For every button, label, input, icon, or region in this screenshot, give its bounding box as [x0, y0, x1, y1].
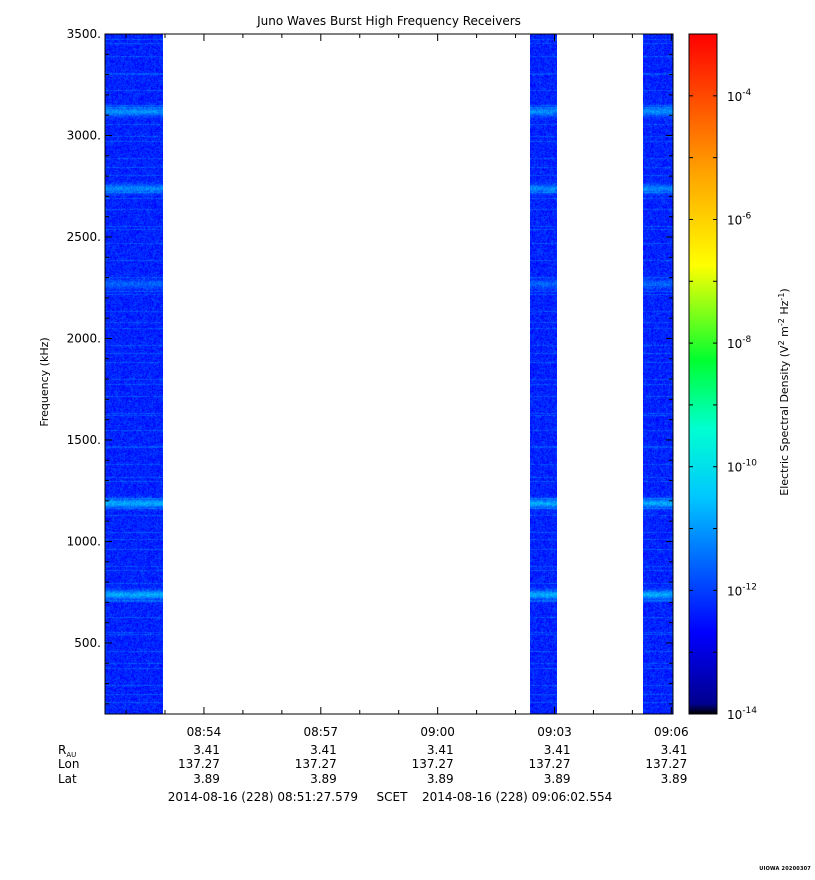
ephemeris-value: 3.89 — [544, 772, 571, 786]
y-tick-label: 500. — [74, 636, 101, 650]
spectrogram-segment — [105, 34, 163, 714]
scet-label: SCET — [377, 790, 409, 804]
colorbar-label: Electric Spectral Density (V2 m-2 Hz-1) — [777, 288, 791, 495]
ephemeris-label-lat: Lat — [58, 772, 77, 786]
ephemeris-value: 3.41 — [310, 743, 337, 757]
ephemeris-value: 3.89 — [193, 772, 220, 786]
y-tick-label: 3500. — [67, 27, 101, 41]
ephemeris-label-r: RAU — [58, 743, 76, 759]
colorbar-tick-label: 10-12 — [727, 582, 757, 598]
ephemeris-value: 3.89 — [427, 772, 454, 786]
x-tick-label: 08:54 — [187, 725, 222, 739]
ephemeris-labels: RAU Lon Lat — [58, 743, 79, 786]
ephemeris-value: 137.27 — [528, 757, 570, 771]
y-axis-label: Frequency (kHz) — [38, 337, 51, 426]
ephemeris-value: 3.89 — [661, 772, 688, 786]
ephemeris-value: 137.27 — [178, 757, 220, 771]
spectrogram-segment — [643, 34, 673, 714]
ephemeris-value: 3.41 — [544, 743, 571, 757]
x-tick-label: 09:06 — [654, 725, 689, 739]
ephemeris-value: 3.41 — [193, 743, 220, 757]
ephemeris-value: 137.27 — [412, 757, 454, 771]
ephemeris-value: 137.27 — [295, 757, 337, 771]
x-tick-label: 08:57 — [303, 725, 338, 739]
frequency-axis: 500. 1000. 1500. 2000. 2500. 3000. 3500. — [67, 27, 673, 705]
time-axis: 08:54 08:57 09:00 09:03 09:06 — [125, 34, 689, 739]
time-range: 2014-08-16 (228) 08:51:27.579 SCET 2014-… — [168, 790, 613, 804]
chart-title: Juno Waves Burst High Frequency Receiver… — [256, 14, 521, 28]
y-tick-label: 1000. — [67, 534, 101, 548]
colorbar-ticks: 10-14 10-12 10-10 10-8 10-6 10-4 — [689, 33, 757, 722]
ephemeris-label-lon: Lon — [58, 757, 79, 771]
spectrogram-data — [105, 34, 673, 714]
x-tick-label: 09:00 — [420, 725, 455, 739]
x-tick-label: 09:03 — [537, 725, 572, 739]
y-tick-label: 1500. — [67, 433, 101, 447]
ephemeris-value: 3.41 — [661, 743, 688, 757]
start-time: 2014-08-16 (228) 08:51:27.579 — [168, 790, 358, 804]
ephemeris-value: 3.89 — [310, 772, 337, 786]
colorbar-tick-label: 10-4 — [727, 88, 752, 104]
colorbar — [688, 33, 718, 715]
colorbar-tick-label: 10-8 — [727, 335, 752, 351]
colorbar-tick-label: 10-6 — [727, 211, 752, 227]
ephemeris-value: 3.41 — [427, 743, 454, 757]
y-tick-label: 2500. — [67, 230, 101, 244]
colorbar-tick-label: 10-14 — [727, 706, 757, 722]
plot-frame — [104, 33, 674, 715]
ephemeris-value: 137.27 — [645, 757, 687, 771]
spectrogram-segment — [530, 34, 557, 714]
colorbar-tick-label: 10-10 — [727, 459, 757, 475]
y-tick-label: 3000. — [67, 128, 101, 142]
footer-stamp: UIOWA 20200307 — [759, 866, 811, 872]
end-time: 2014-08-16 (228) 09:06:02.554 — [422, 790, 612, 804]
y-tick-label: 2000. — [67, 331, 101, 345]
